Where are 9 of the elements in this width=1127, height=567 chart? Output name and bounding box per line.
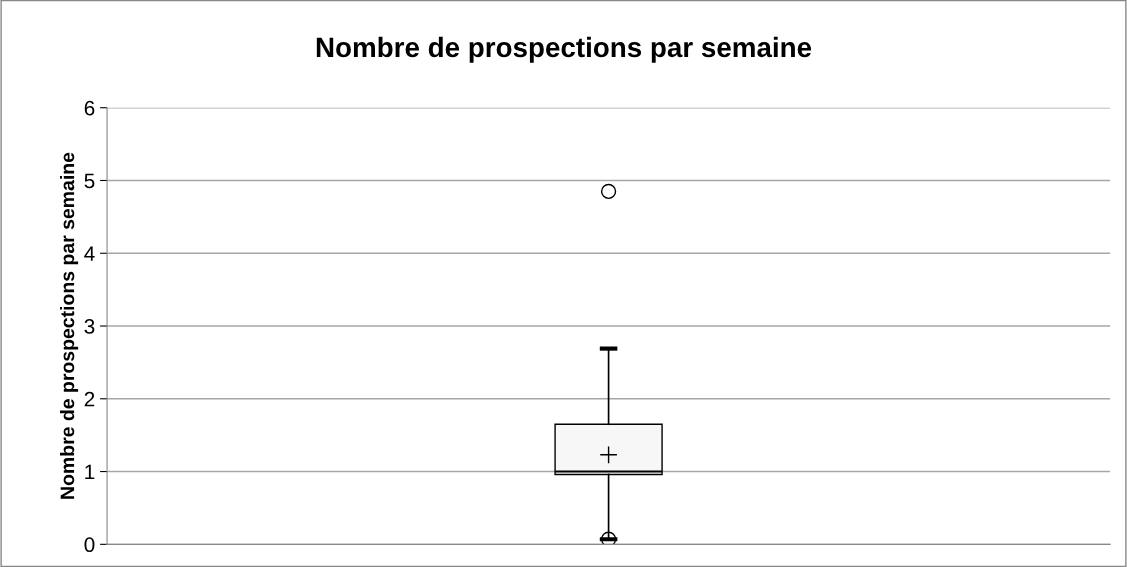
y-tick-label: 4 — [84, 246, 95, 261]
y-tick-label: 6 — [84, 100, 95, 116]
y-tick-label: 5 — [84, 173, 95, 189]
y-axis-title: Nombre de prospections par semaine — [59, 152, 79, 499]
y-tick-label: 1 — [85, 464, 95, 480]
chart-title: Nombre de prospections par semaine — [316, 36, 812, 63]
y-tick-label: 0 — [84, 537, 95, 553]
y-tick-label: 3 — [84, 319, 95, 334]
y-tick-label: 2 — [84, 391, 95, 407]
